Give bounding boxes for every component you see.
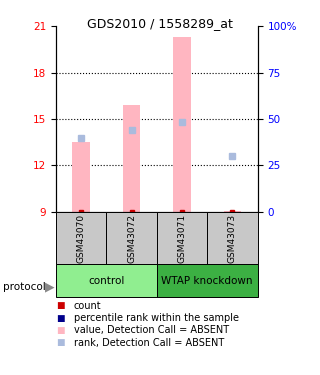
Text: ▶: ▶ (45, 280, 54, 293)
Text: ■: ■ (56, 338, 65, 347)
Bar (173, 37, 191, 212)
Bar (157, 264, 258, 297)
Bar (207, 212, 258, 264)
Text: rank, Detection Call = ABSENT: rank, Detection Call = ABSENT (74, 338, 224, 348)
Text: ■: ■ (56, 326, 65, 335)
Text: value, Detection Call = ABSENT: value, Detection Call = ABSENT (74, 326, 229, 335)
Bar (157, 212, 207, 264)
Text: protocol: protocol (3, 282, 46, 292)
Bar (224, 211, 241, 212)
Bar (106, 212, 157, 264)
Text: GSM43072: GSM43072 (127, 214, 136, 262)
Text: GSM43073: GSM43073 (228, 214, 237, 262)
Text: GSM43070: GSM43070 (77, 214, 86, 262)
Text: WTAP knockdown: WTAP knockdown (162, 276, 253, 286)
Text: count: count (74, 301, 101, 310)
Bar (72, 142, 90, 212)
Bar (56, 264, 157, 297)
Bar (123, 105, 140, 212)
Bar (56, 212, 106, 264)
Text: control: control (88, 276, 124, 286)
Text: percentile rank within the sample: percentile rank within the sample (74, 313, 239, 323)
Text: GSM43071: GSM43071 (178, 214, 187, 262)
Text: ■: ■ (56, 314, 65, 322)
Text: GDS2010 / 1558289_at: GDS2010 / 1558289_at (87, 17, 233, 30)
Text: ■: ■ (56, 301, 65, 310)
